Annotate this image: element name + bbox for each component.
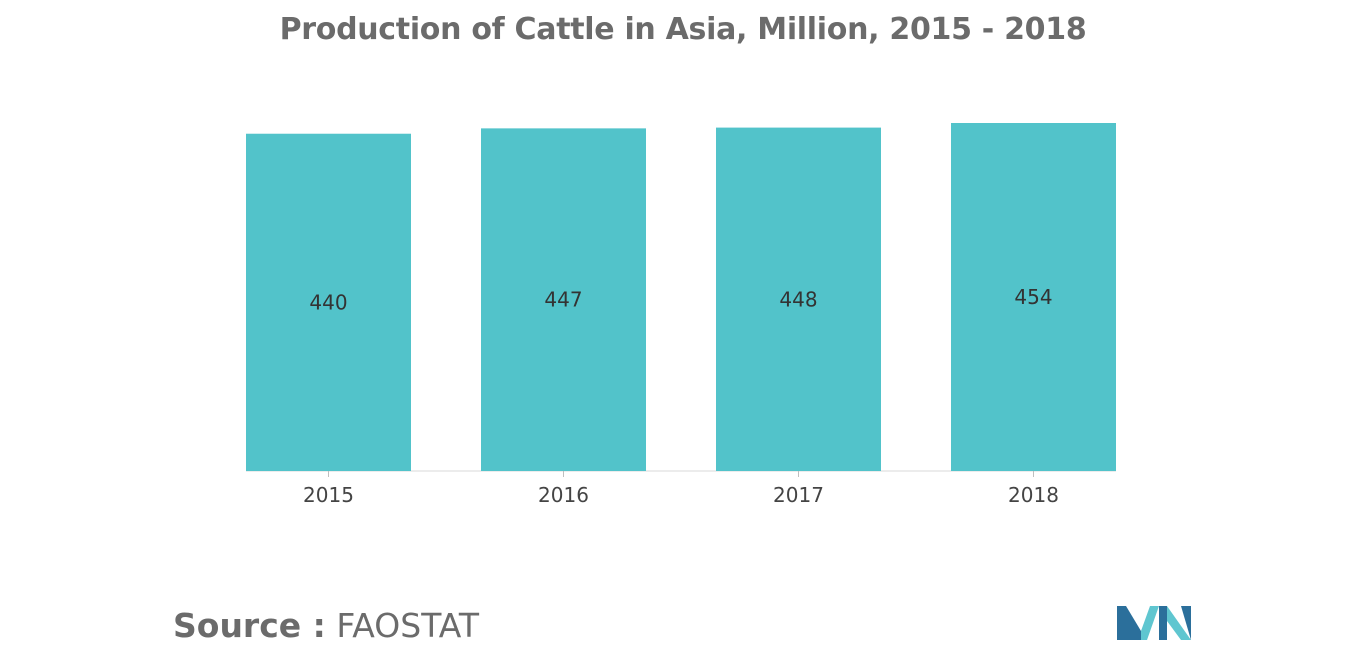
bar-2015 [246, 133, 411, 472]
data-label-2018: 454 [1014, 285, 1052, 309]
x-tick-label-2017: 2017 [773, 483, 824, 507]
x-tick-label-2018: 2018 [1008, 483, 1059, 507]
source-label: Source : [173, 606, 326, 645]
brand-logo-icon [1117, 606, 1191, 640]
data-label-2017: 448 [779, 287, 817, 311]
chart-title: Production of Cattle in Asia, Million, 2… [279, 12, 1087, 47]
x-tick-label-2016: 2016 [538, 483, 589, 507]
data-label-2016: 447 [544, 288, 582, 312]
source-value: FAOSTAT [336, 606, 479, 645]
bar-2016 [481, 128, 646, 471]
x-tick-label-2015: 2015 [303, 483, 354, 507]
bar-2017 [716, 127, 881, 471]
source-note: Source : FAOSTAT [173, 606, 479, 645]
data-label-2015: 440 [309, 290, 347, 314]
bar-2018 [951, 123, 1116, 471]
